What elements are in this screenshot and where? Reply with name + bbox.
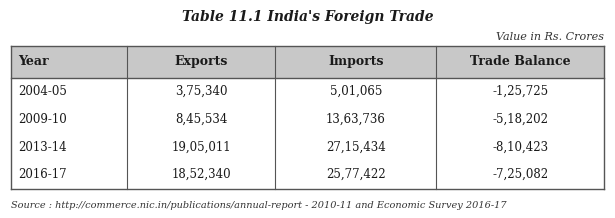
Text: 2016-17: 2016-17 (18, 168, 67, 181)
Text: 3,75,340: 3,75,340 (175, 85, 228, 98)
Text: Table 11.1 India's Foreign Trade: Table 11.1 India's Foreign Trade (181, 10, 434, 24)
Bar (11, 46, 604, 78)
Text: Year: Year (18, 55, 49, 68)
Text: -8,10,423: -8,10,423 (492, 141, 548, 153)
Text: -1,25,725: -1,25,725 (492, 85, 548, 98)
Text: 13,63,736: 13,63,736 (326, 113, 386, 126)
Text: -5,18,202: -5,18,202 (492, 113, 548, 126)
Text: 27,15,434: 27,15,434 (326, 141, 386, 153)
Bar (11, 78, 604, 189)
Text: 2009-10: 2009-10 (18, 113, 67, 126)
Text: 2004-05: 2004-05 (18, 85, 67, 98)
Text: 18,52,340: 18,52,340 (172, 168, 231, 181)
Text: Exports: Exports (175, 55, 228, 68)
Text: Value in Rs. Crores: Value in Rs. Crores (496, 32, 604, 42)
Text: Imports: Imports (328, 55, 384, 68)
Text: Source : http://commerce.nic.in/publications/annual-report - 2010-11 and Economi: Source : http://commerce.nic.in/publicat… (11, 201, 507, 210)
Text: 8,45,534: 8,45,534 (175, 113, 228, 126)
Text: 2013-14: 2013-14 (18, 141, 67, 153)
Text: Trade Balance: Trade Balance (470, 55, 571, 68)
Text: 25,77,422: 25,77,422 (326, 168, 386, 181)
Text: 5,01,065: 5,01,065 (330, 85, 382, 98)
Text: 19,05,011: 19,05,011 (172, 141, 231, 153)
Text: -7,25,082: -7,25,082 (492, 168, 548, 181)
